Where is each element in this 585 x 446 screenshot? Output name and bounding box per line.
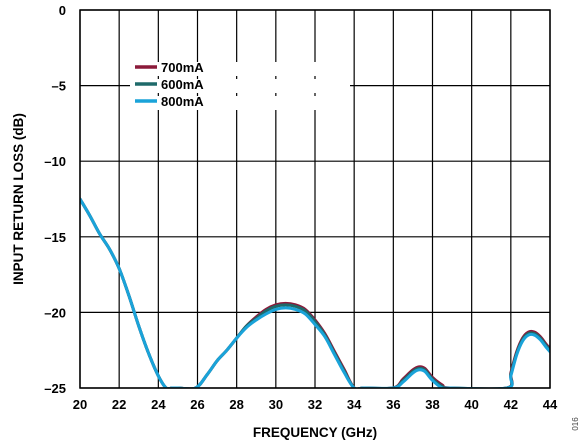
x-tick-label: 34 <box>347 397 362 412</box>
x-tick-label: 42 <box>504 397 518 412</box>
x-tick-label: 26 <box>190 397 204 412</box>
y-tick-label: 0 <box>59 3 66 18</box>
series-layer <box>80 197 550 388</box>
y-tick-labels: 0 –5 –10 –15 –20 –25 <box>44 3 66 396</box>
x-tick-label: 40 <box>464 397 478 412</box>
legend-bg <box>130 62 350 76</box>
x-tick-label: 36 <box>386 397 400 412</box>
plot-frame <box>79 9 551 389</box>
x-tick-label: 32 <box>308 397 322 412</box>
y-axis-label: INPUT RETURN LOSS (dB) <box>11 113 26 285</box>
y-tick-label: –25 <box>44 381 66 396</box>
figure-id: 016 <box>571 417 580 431</box>
x-axis-label: FREQUENCY (GHz) <box>253 425 377 440</box>
legend: 700mA 600mA 800mA <box>130 60 350 110</box>
x-tick-label: 38 <box>425 397 439 412</box>
x-tick-label: 24 <box>151 397 166 412</box>
y-tick-label: –20 <box>44 305 66 320</box>
legend-label: 600mA <box>161 77 204 92</box>
x-tick-label: 20 <box>73 397 87 412</box>
y-tick-label: –15 <box>44 230 66 245</box>
x-tick-label: 28 <box>229 397 243 412</box>
x-tick-label: 30 <box>269 397 283 412</box>
x-tick-label: 22 <box>112 397 126 412</box>
x-tick-labels: 20 22 24 26 28 30 32 34 36 38 40 42 44 <box>73 397 558 412</box>
legend-label: 800mA <box>161 94 204 109</box>
y-tick-label: –10 <box>44 154 66 169</box>
legend-bg <box>130 79 350 93</box>
legend-label: 700mA <box>161 60 204 75</box>
y-tick-label: –5 <box>52 79 66 94</box>
legend-bg <box>130 96 350 110</box>
x-tick-label: 44 <box>543 397 558 412</box>
series-line-800mA <box>80 197 550 388</box>
